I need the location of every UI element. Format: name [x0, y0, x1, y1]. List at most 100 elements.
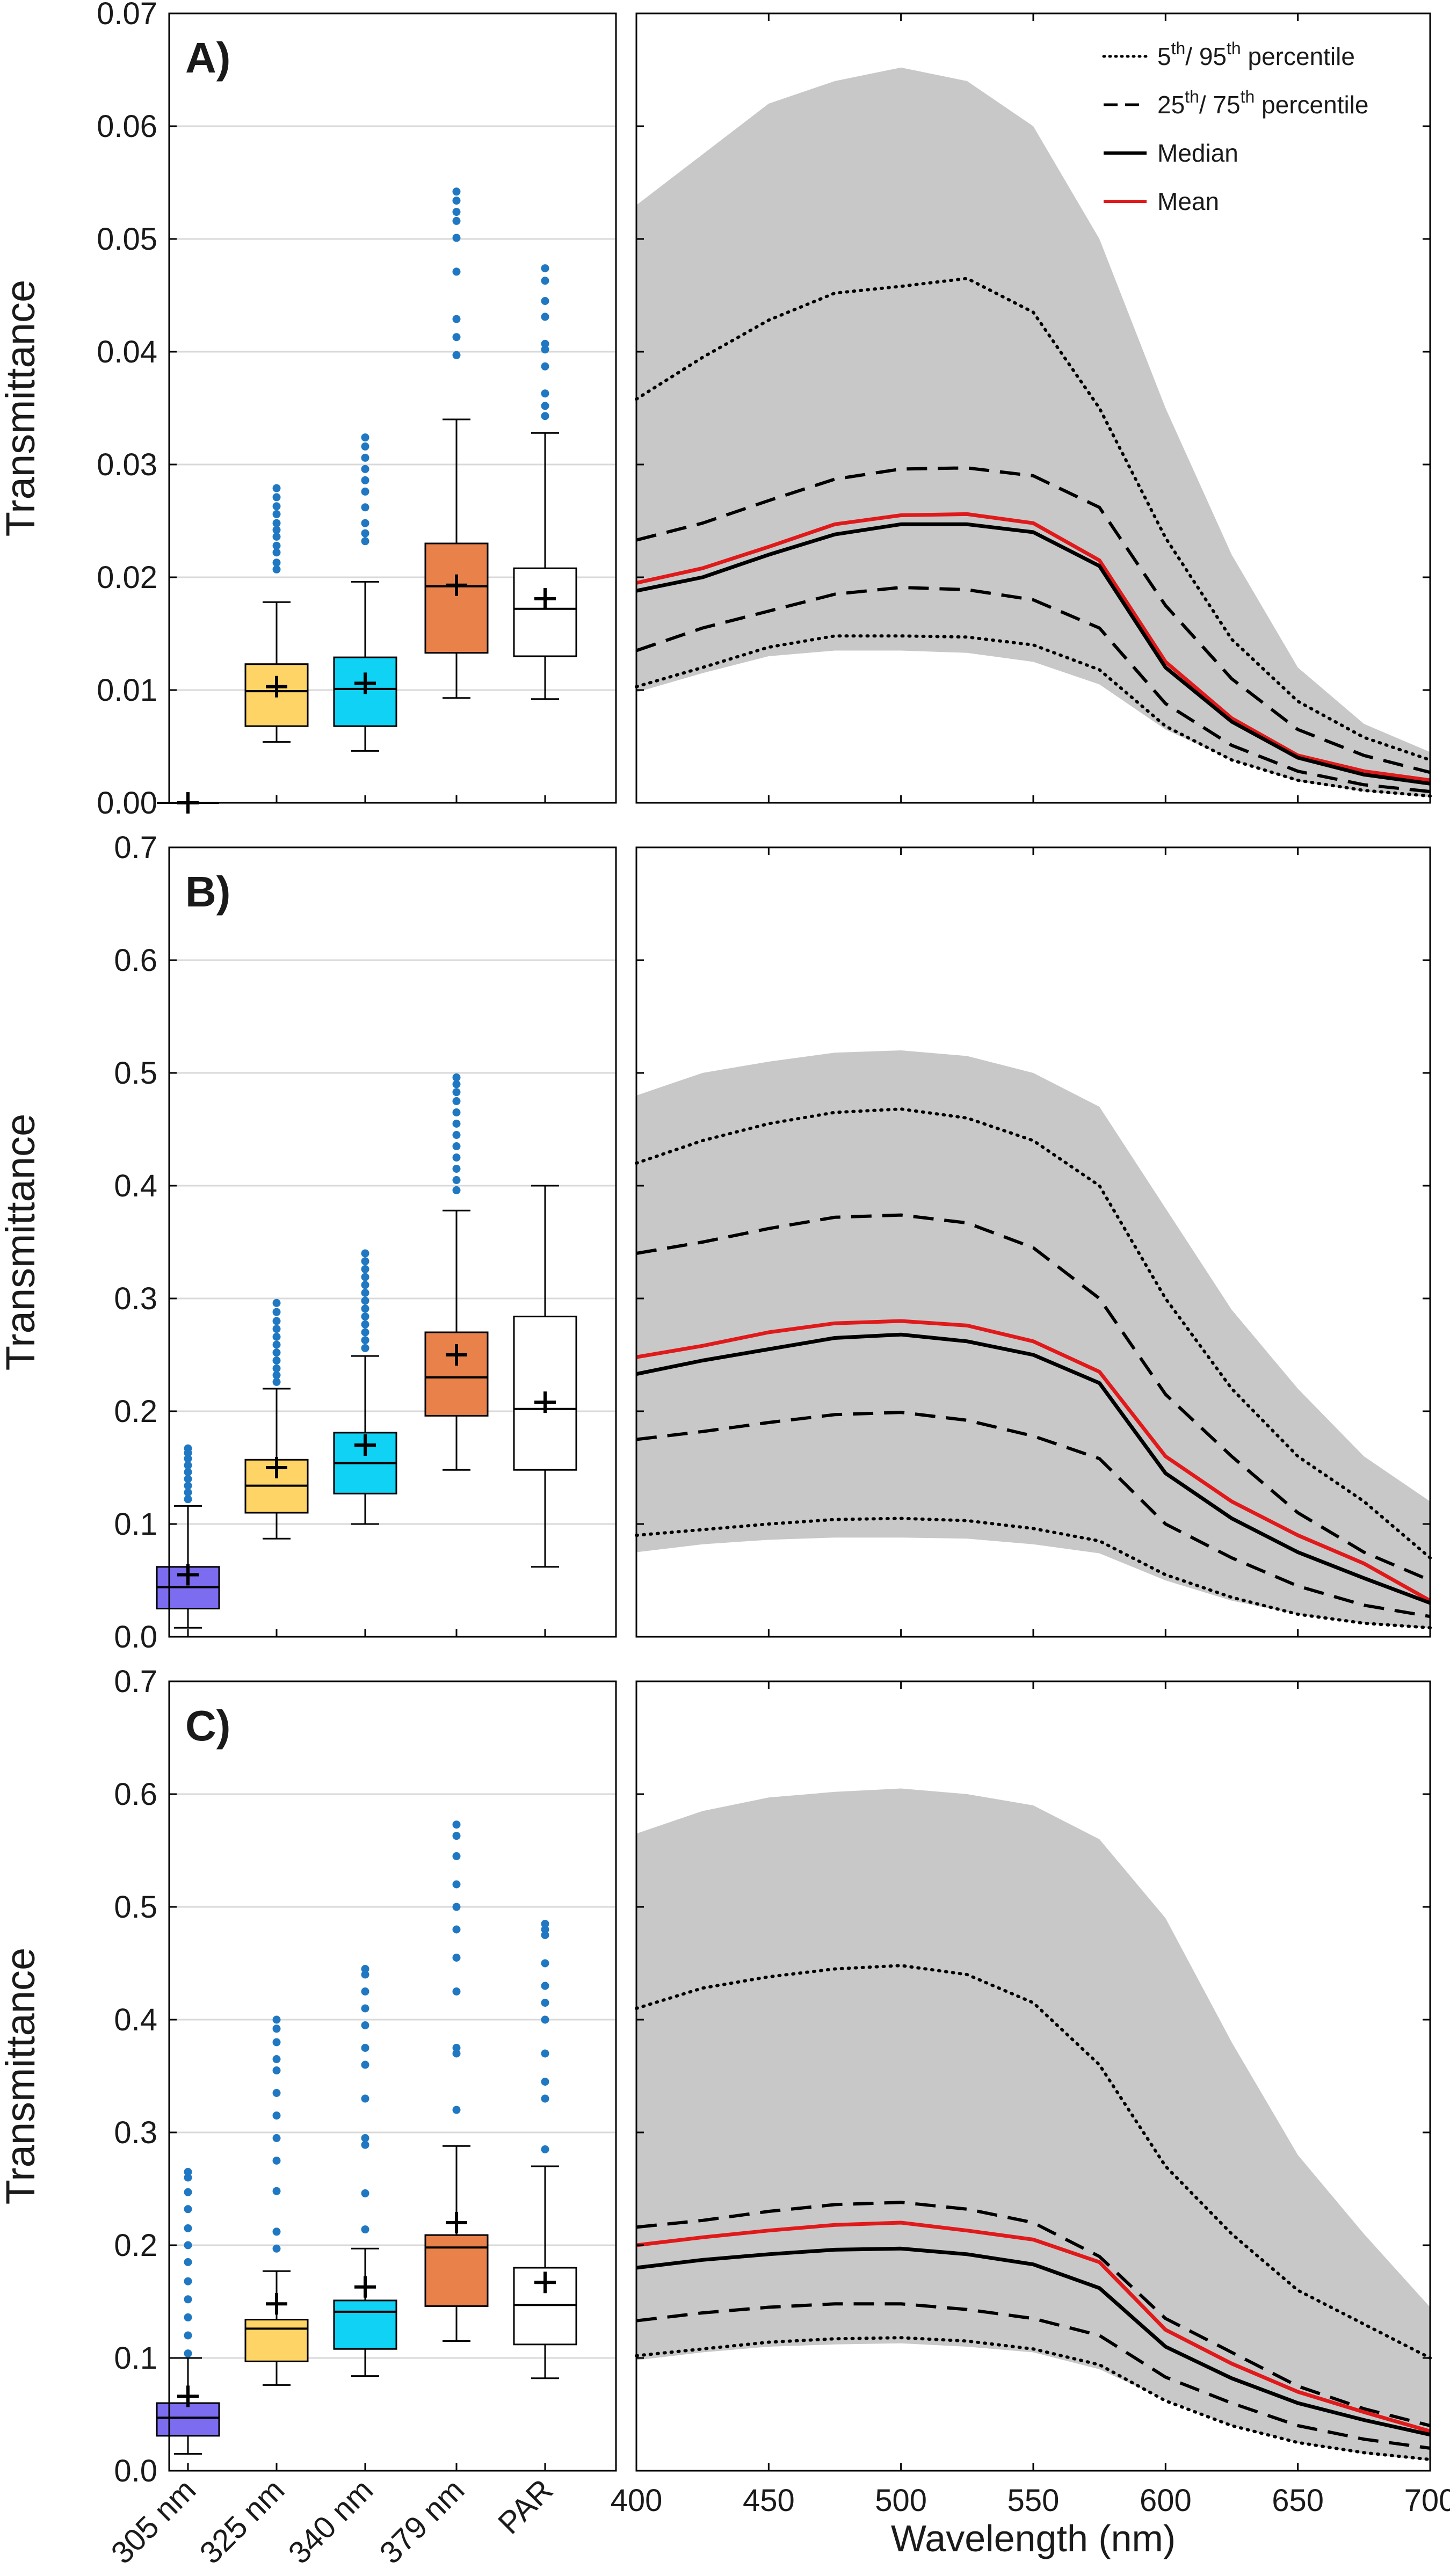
outlier-point	[361, 442, 369, 451]
box-plot-325	[244, 484, 309, 743]
outlier-point	[272, 548, 281, 557]
outlier-point	[272, 1371, 281, 1380]
spectrum-panel-frame	[635, 12, 1431, 804]
outlier-point	[361, 1296, 369, 1305]
outlier-point	[541, 2145, 549, 2153]
outlier-point	[272, 502, 281, 511]
outlier-point	[452, 1880, 461, 1889]
outlier-point	[361, 2094, 369, 2103]
outlier-point	[184, 2331, 192, 2340]
series-25th-75th-percentile-lower	[636, 1411, 1431, 1619]
outlier-point	[272, 1298, 281, 1307]
outlier-point	[361, 519, 369, 527]
outlier-point	[361, 2189, 369, 2197]
y-tick-label: 0.03	[97, 447, 157, 482]
y-tick-label: 0.0	[114, 1620, 157, 1655]
outlier-point	[272, 2038, 281, 2047]
outlier-point	[452, 234, 461, 242]
legend-label-median: Median	[1157, 139, 1238, 167]
outlier-point	[184, 2173, 192, 2182]
y-tick-label: 0.3	[114, 1281, 157, 1316]
outlier-point	[452, 267, 461, 276]
panel-label: B)	[185, 868, 230, 916]
y-tick-label: 0.6	[114, 943, 157, 978]
box-plot-305	[156, 2168, 220, 2455]
box-plot-par	[513, 264, 577, 700]
outlier-point	[452, 1903, 461, 1911]
box-plot-340	[333, 433, 397, 752]
outlier-point	[272, 2089, 281, 2097]
legend-label-mean: Mean	[1157, 187, 1219, 215]
outlier-point	[272, 558, 281, 567]
outlier-point	[541, 1920, 549, 1928]
outlier-point	[452, 1097, 461, 1105]
legend-label-25-75: 25th/ 75th percentile	[1157, 87, 1369, 119]
outlier-point	[452, 1153, 461, 1162]
y-tick-label: 0.2	[114, 1394, 157, 1429]
box-plots	[156, 187, 577, 2455]
box-iqr	[513, 567, 577, 657]
y-axis-label: Transmittance	[0, 280, 44, 537]
outlier-point	[452, 1080, 461, 1089]
box-iqr	[333, 2299, 397, 2350]
outlier-point	[541, 362, 549, 371]
outlier-point	[272, 2244, 281, 2253]
outlier-point	[272, 484, 281, 492]
outlier-point	[272, 1364, 281, 1373]
box-panel-frame	[168, 846, 617, 1638]
outlier-point	[541, 2049, 549, 2058]
outlier-point	[272, 2134, 281, 2142]
outlier-point	[452, 2044, 461, 2052]
series-25th-75th-percentile-upper	[636, 2201, 1431, 2427]
box-plot-325	[244, 2015, 309, 2386]
outlier-point	[452, 1176, 461, 1184]
outlier-point	[361, 2134, 369, 2142]
x-tick-label: 550	[1007, 2483, 1060, 2518]
outlier-point	[541, 2015, 549, 2024]
outlier-point	[184, 2224, 192, 2232]
outlier-point	[541, 277, 549, 285]
outlier-point	[361, 1265, 369, 1273]
outlier-point	[184, 2277, 192, 2285]
outlier-point	[272, 1356, 281, 1365]
outlier-point	[361, 1965, 369, 1973]
outlier-point	[184, 1495, 192, 1504]
box-plot-325	[244, 1298, 309, 1540]
outlier-point	[452, 1108, 461, 1116]
outlier-point	[184, 1454, 192, 1463]
outlier-point	[452, 197, 461, 205]
legend-label-5-95: 5th/ 95th percentile	[1157, 39, 1355, 70]
outlier-point	[452, 187, 461, 196]
outlier-point	[272, 1348, 281, 1357]
series-5th-95th-percentile-upper	[635, 277, 1432, 762]
outlier-point	[541, 412, 549, 420]
outlier-point	[452, 1088, 461, 1097]
y-tick-label: 0.07	[97, 0, 157, 31]
outlier-point	[361, 1304, 369, 1313]
outlier-point	[361, 1987, 369, 1996]
outlier-point	[361, 1273, 369, 1281]
series-25th-75th-percentile-lower	[636, 2302, 1431, 2450]
box-plot-379	[424, 187, 489, 699]
outlier-point	[272, 2024, 281, 2033]
outlier-point	[541, 339, 549, 348]
series-mean	[636, 1319, 1431, 1602]
outlier-point	[272, 2055, 281, 2063]
series-median	[636, 2246, 1431, 2437]
outlier-point	[361, 1312, 369, 1321]
outlier-point	[361, 2004, 369, 2013]
spectrum-panel-frame	[635, 1680, 1431, 2472]
outlier-point	[361, 476, 369, 484]
panel-label: C)	[185, 1702, 230, 1750]
percentile-bands	[636, 67, 1430, 2461]
outlier-point	[184, 1488, 192, 1497]
outlier-point	[361, 1328, 369, 1337]
y-tick-label: 0.2	[114, 2228, 157, 2263]
panel-frames	[168, 12, 1431, 2472]
outlier-point	[361, 2060, 369, 2069]
percentile-band-fill	[636, 1788, 1430, 2461]
outlier-point	[452, 208, 461, 216]
outlier-point	[452, 216, 461, 225]
outlier-point	[361, 1336, 369, 1345]
